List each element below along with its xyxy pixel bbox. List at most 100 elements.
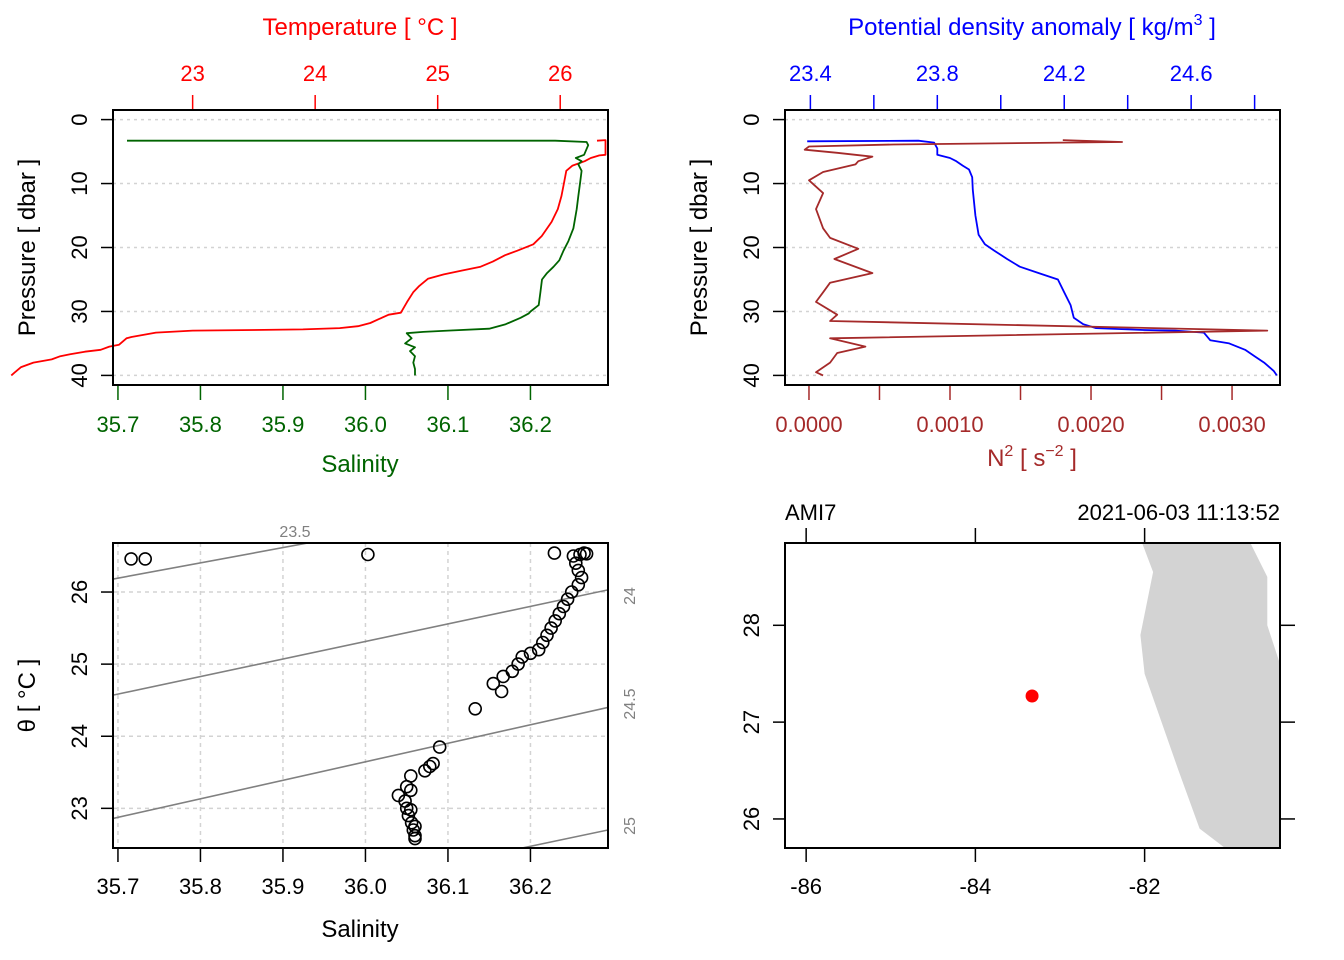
data-point	[138, 552, 152, 566]
data-point	[547, 546, 562, 560]
top-axis-tick-label: 23.8	[916, 61, 959, 86]
bottom-axis-tick-label: 36.0	[344, 412, 387, 437]
data-point	[403, 802, 418, 817]
data-point	[494, 684, 509, 699]
isopycnal-group	[113, 543, 608, 848]
y-tick-label: 24	[67, 724, 92, 748]
station-name: AMI7	[785, 500, 836, 525]
data-point	[124, 552, 138, 566]
bottom-axis-tick-label: 0.0020	[1057, 412, 1124, 437]
data-point	[548, 614, 563, 628]
data-point	[403, 783, 418, 798]
x-axis-label: Salinity	[321, 916, 398, 943]
plot-frame	[112, 542, 609, 849]
data-point	[418, 763, 432, 778]
x-tick-label: -84	[959, 874, 991, 899]
y-tick-label: 10	[739, 171, 764, 195]
x-tick-label: 35.8	[179, 874, 222, 899]
y-tick-label: 28	[739, 613, 764, 637]
series-line-salinity	[127, 139, 590, 376]
isopycnal-line	[522, 829, 608, 848]
data-point	[560, 592, 575, 607]
y-tick-label: 27	[739, 710, 764, 734]
data-point	[535, 635, 550, 650]
data-point	[568, 556, 583, 571]
y-axis-label: θ [ °C ]	[14, 659, 41, 733]
data-point	[540, 628, 554, 643]
data-point	[571, 577, 586, 592]
data-point	[401, 808, 416, 823]
data-point	[422, 759, 437, 774]
data-point	[523, 646, 538, 661]
isopycnal-label: 24	[622, 587, 639, 605]
bottom-axis-tick-label: 36.2	[509, 412, 552, 437]
y-tick-label: 25	[67, 652, 92, 676]
bottom-axis-tick-label: 0.0030	[1198, 412, 1265, 437]
bottom-axis-title: Salinity	[321, 451, 398, 478]
top-axis-tick-label: 24.2	[1043, 61, 1086, 86]
bottom-axis-title: N2 [ s−2 ]	[987, 443, 1077, 472]
x-tick-label: 36.2	[509, 874, 552, 899]
data-point	[556, 599, 571, 614]
top-axis-title: Potential density anomaly [ kg/m3 ]	[848, 12, 1216, 41]
y-tick-label: 30	[67, 299, 92, 323]
data-point	[399, 779, 414, 794]
bottom-axis-tick-label: 0.0000	[775, 412, 842, 437]
data-point	[552, 606, 567, 621]
top-axis-tick-label: 23.4	[789, 61, 832, 86]
data-point	[579, 546, 594, 561]
panel-density-n2-profile: 23.4 23.8 24.2 24.6 Potential density anomal…	[686, 12, 1281, 472]
panel-temperature-salinity-profile: 23 24 25 26 Temperature [ °C ] 35.7 35.8 35.9 36…	[10, 14, 609, 478]
top-axis-tick-label: 24	[303, 61, 327, 86]
panel-station-map: -86 -84 -82 26 27 28 AMI7 2021-06-03 11:13:52	[739, 500, 1295, 899]
y-tick-label: 10	[67, 171, 92, 195]
y-tick-label: 26	[739, 807, 764, 831]
y-tick-label: 20	[67, 235, 92, 259]
land-polygon	[1140, 543, 1280, 848]
isopycnal-line	[113, 589, 608, 696]
series-line-n2	[803, 139, 1269, 377]
data-point	[496, 669, 511, 684]
top-axis-tick-label: 24.6	[1170, 61, 1213, 86]
y-tick-label: 30	[739, 299, 764, 323]
y-tick-label: 26	[67, 580, 92, 604]
plot-frame	[112, 109, 609, 386]
x-tick-label: -86	[790, 874, 822, 899]
station-datetime: 2021-06-03 11:13:52	[1077, 500, 1280, 525]
panel-ts-diagram: 23.5 24 24.5 25 35.7 35.8 35.9 36.0 36.1 36.2 Sali…	[14, 524, 639, 943]
x-tick-label: 36.1	[427, 874, 470, 899]
isopycnal-label: 25	[622, 817, 639, 835]
isopycnal-line	[113, 543, 308, 580]
top-axis-tick-label: 23	[180, 61, 204, 86]
bottom-axis-tick-label: 35.7	[97, 412, 140, 437]
data-point	[564, 585, 579, 599]
bottom-axis-tick-label: 36.1	[427, 412, 470, 437]
data-point	[408, 831, 422, 846]
data-point	[468, 701, 483, 716]
top-axis-tick-label: 26	[548, 61, 572, 86]
y-tick-label: 0	[67, 113, 92, 125]
y-tick-label: 23	[67, 796, 92, 820]
data-point	[531, 642, 546, 657]
bottom-axis-tick-label: 35.9	[262, 412, 305, 437]
y-axis-label: Pressure [ dbar ]	[686, 159, 713, 336]
x-tick-label: 35.7	[97, 874, 140, 899]
series-line-temperature	[10, 139, 607, 377]
y-tick-label: 40	[739, 363, 764, 387]
y-axis-label: Pressure [ dbar ]	[14, 159, 41, 336]
station-marker	[1025, 689, 1039, 703]
data-point	[432, 740, 447, 754]
x-tick-label: 35.9	[262, 874, 305, 899]
data-point	[404, 815, 419, 830]
data-point	[571, 563, 586, 578]
data-point	[426, 756, 440, 771]
series-line-potential-density-anomaly	[807, 139, 1278, 376]
top-axis-title: Temperature [ °C ]	[263, 14, 458, 41]
y-tick-label: 40	[67, 363, 92, 387]
y-tick-label: 20	[739, 235, 764, 259]
data-point	[574, 570, 589, 585]
y-tick-label: 0	[739, 113, 764, 125]
plot-frame	[784, 109, 1281, 386]
x-tick-label: -82	[1129, 874, 1161, 899]
